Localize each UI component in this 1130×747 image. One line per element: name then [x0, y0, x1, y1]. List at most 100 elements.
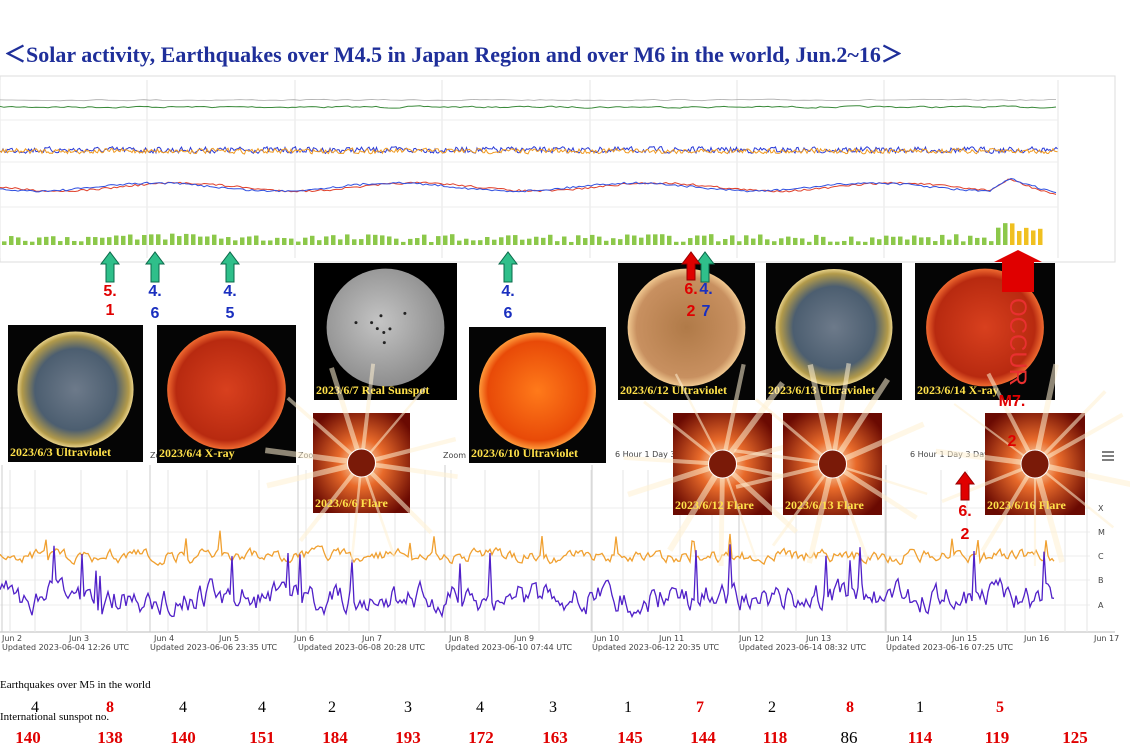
ray: [720, 381, 785, 466]
ray: [360, 386, 427, 464]
ray: [360, 437, 457, 466]
day-label: Jun 16: [1023, 634, 1049, 643]
goes-plots: [0, 80, 1059, 258]
sunspot-count: 114: [908, 728, 933, 747]
kp-bar: [947, 239, 952, 245]
quake-top: 4.: [148, 283, 161, 300]
sunspot-count: 125: [1062, 728, 1088, 747]
kp-bar: [163, 239, 168, 245]
ranges: 6 Hour 1 Day 3 Day: [615, 450, 694, 459]
kp-bar: [891, 236, 896, 245]
ray: [623, 455, 723, 467]
proton-flux-2: [0, 98, 1057, 102]
green-arrow: [145, 251, 165, 283]
kp-bar: [30, 241, 35, 245]
quake-bottom: 2: [1008, 433, 1017, 450]
spot: [382, 341, 386, 345]
sun-image: 2023/6/16 Flare: [935, 363, 1130, 567]
ray: [830, 377, 891, 466]
goes-panel: [0, 75, 1116, 263]
caption: 2023/6/13 Flare: [785, 498, 864, 512]
quake-count: 8: [106, 699, 114, 716]
ray: [674, 373, 724, 465]
updated: Updated 2023-06-04 12:26 UTC: [2, 643, 130, 652]
day-label: Jun 4: [153, 634, 174, 643]
quake-bottom: 6: [504, 305, 513, 322]
kp-bar: [331, 235, 336, 245]
occulter: [708, 449, 737, 479]
kp-bar: [975, 237, 980, 245]
kp-bar: [282, 238, 287, 245]
ray: [627, 461, 724, 498]
kp-bar: [184, 233, 189, 245]
ray: [1034, 461, 1130, 487]
green-arrow: [220, 251, 240, 283]
day-label: Jun 15: [951, 634, 977, 643]
sunspot-count: 86: [841, 728, 858, 747]
day-label: Jun 6: [293, 634, 314, 643]
sun: [17, 331, 134, 448]
kp-bar: [562, 236, 567, 245]
occulter: [347, 448, 376, 478]
quake-top: 6.: [684, 281, 697, 298]
day-label: Jun 5: [218, 634, 239, 643]
kp-bar: [828, 241, 833, 245]
zoom: Zoom: [443, 451, 466, 460]
ray: [754, 398, 834, 466]
ray: [935, 448, 1036, 467]
quake-top: 5.: [103, 283, 116, 300]
kp-bar: [296, 241, 301, 245]
sun: [926, 268, 1044, 387]
quake-count: 8: [846, 699, 854, 716]
sunspot-count: 151: [249, 728, 275, 747]
kp-bar: [744, 235, 749, 245]
kp-bar: [751, 238, 756, 245]
kp-bar: [954, 234, 959, 245]
ray: [1034, 463, 1115, 529]
quake-bottom: 6: [151, 305, 160, 322]
kp-bar: [723, 238, 728, 245]
kp-bar: [254, 235, 259, 245]
kp-bar: [443, 235, 448, 245]
kp-bar: [849, 236, 854, 245]
kp-bar: [569, 241, 574, 245]
kp-bar: [492, 239, 497, 245]
kp-bar: [268, 240, 273, 245]
kp-bar: [478, 240, 483, 245]
spot: [375, 327, 379, 331]
caption: 2023/6/3 Ultraviolet: [10, 445, 111, 459]
kp-bar: [135, 239, 140, 245]
kp-bar: [758, 234, 763, 245]
kp-bar: [149, 234, 154, 245]
kp-bar: [72, 240, 77, 245]
day-label: Jun 13: [805, 634, 831, 643]
sun-image: 2023/6/13 Flare: [734, 363, 928, 564]
kp-bar: [275, 237, 280, 245]
sunspot-count: 118: [763, 728, 788, 747]
kp-bar: [366, 234, 371, 245]
quake-bottom: 2: [687, 303, 696, 320]
sunspot-count: 140: [170, 728, 196, 747]
kp-bar: [450, 234, 455, 245]
kp-bar: [625, 234, 630, 245]
sun-image: 2023/6/10 Ultraviolet: [469, 327, 606, 463]
sunspot-count: 144: [690, 728, 716, 747]
ray: [831, 462, 918, 520]
sunspot-count: 138: [97, 728, 123, 747]
sunspot-count: 193: [395, 728, 421, 747]
ray: [830, 363, 852, 465]
ray: [667, 462, 726, 552]
kp-bar: [716, 241, 721, 245]
quake-count: 1: [624, 699, 632, 716]
caption: 2023/6/7 Real Sunspot: [316, 383, 429, 397]
quake-top: 6.: [958, 503, 971, 520]
quake-count: 3: [549, 699, 557, 716]
kp-bar: [646, 234, 651, 245]
kp-bar: [471, 240, 476, 245]
kp-bar: [359, 239, 364, 245]
kp-bar: [786, 236, 791, 245]
quake-count: 4: [258, 699, 266, 716]
updated: Updated 2023-06-14 08:32 UTC: [739, 643, 867, 652]
kp-bar: [583, 238, 588, 245]
